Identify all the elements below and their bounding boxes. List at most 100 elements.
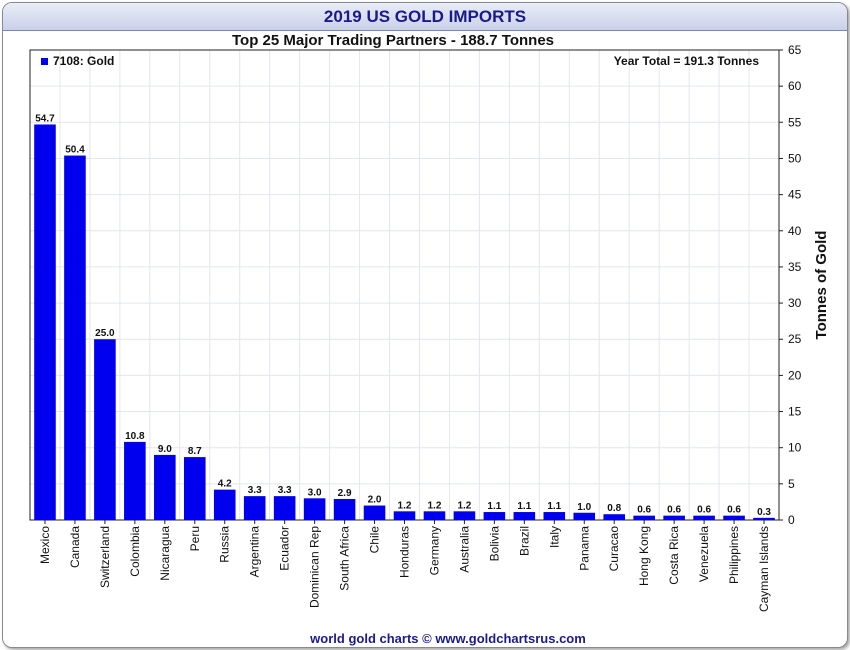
bar — [213, 489, 236, 520]
y-tick-label: 65 — [788, 43, 802, 57]
bar — [243, 496, 266, 520]
x-category-label: Canada — [68, 526, 82, 568]
bar-value-label: 1.2 — [428, 500, 442, 511]
x-category-label: Panama — [577, 526, 591, 571]
bar-value-label: 4.2 — [218, 479, 232, 490]
x-category-label: Hong Kong — [637, 526, 651, 586]
bar-value-label: 50.4 — [65, 145, 85, 156]
chart-footer: world gold charts © www.goldchartsrus.co… — [310, 631, 586, 646]
x-category-label: Philippines — [727, 526, 741, 584]
y-tick-label: 35 — [788, 260, 802, 274]
bar — [273, 496, 296, 520]
plot-area — [30, 50, 779, 520]
bar-value-label: 0.6 — [727, 505, 741, 516]
y-tick-label: 30 — [788, 296, 802, 310]
x-category-label: Costa Rica — [667, 526, 681, 585]
y-tick-label: 55 — [788, 115, 802, 129]
y-tick-label: 25 — [788, 332, 802, 346]
bar — [693, 515, 715, 520]
x-category-label: Italy — [547, 526, 561, 548]
bar-value-label: 1.2 — [457, 500, 471, 511]
bar — [633, 515, 655, 520]
x-category-label: Cayman Islands — [757, 526, 771, 612]
bar-value-label: 1.1 — [517, 501, 531, 512]
chart-title: 2019 US GOLD IMPORTS — [323, 7, 527, 26]
bar — [124, 441, 146, 520]
bar — [663, 515, 685, 520]
bar-value-label: 0.6 — [697, 505, 711, 516]
chart-subtitle: Top 25 Major Trading Partners - 188.7 To… — [231, 32, 555, 49]
x-category-label: Chile — [368, 526, 382, 554]
y-tick-label: 45 — [788, 188, 802, 202]
bar-value-label: 3.3 — [248, 485, 262, 496]
x-category-label: Honduras — [398, 526, 412, 578]
y-tick-label: 50 — [788, 151, 802, 165]
x-category-label: Nicaragua — [158, 526, 172, 581]
x-category-label: Peru — [188, 526, 202, 551]
bar — [94, 339, 116, 520]
title-bar: 2019 US GOLD IMPORTS — [3, 3, 847, 31]
bar — [453, 511, 476, 520]
bar-value-label: 0.6 — [637, 505, 651, 516]
x-category-label: Switzerland — [98, 526, 112, 588]
bar — [64, 155, 86, 521]
bar — [183, 457, 206, 520]
y-tick-label: 0 — [788, 513, 795, 527]
bar — [333, 499, 356, 520]
bar-value-label: 9.0 — [158, 444, 172, 455]
bar-value-label: 25.0 — [95, 328, 115, 339]
bar-chart: 0 5 10 15 20 25 30 35 40 45 50 55 60 65 Tonnes of Gold… — [29, 43, 830, 612]
x-category-label: South Africa — [338, 526, 352, 591]
y-tick-label: 40 — [788, 224, 802, 238]
bar-value-label: 1.1 — [547, 501, 561, 512]
bar-value-label: 10.8 — [125, 431, 145, 442]
bar — [543, 512, 566, 520]
y-tick-label: 15 — [788, 405, 802, 419]
legend-label: 7108: Gold — [53, 54, 114, 68]
y-axis-label: Tonnes of Gold — [813, 231, 830, 340]
bar — [513, 512, 536, 520]
x-category-label: Curacao — [607, 526, 621, 572]
legend-swatch — [41, 58, 48, 65]
bar-value-label: 1.1 — [487, 501, 501, 512]
bar — [423, 511, 446, 520]
x-category-label: Australia — [457, 526, 471, 573]
x-category-label: Dominican Rep — [308, 526, 322, 608]
bar-value-label: 1.0 — [577, 502, 591, 513]
bar-value-label: 54.7 — [35, 113, 55, 124]
y-tick-label: 10 — [788, 441, 802, 455]
bar — [393, 511, 416, 520]
bar — [34, 124, 56, 520]
bar-value-label: 0.8 — [607, 503, 621, 514]
x-category-label: Ecuador — [278, 526, 292, 571]
bar-value-label: 0.3 — [757, 507, 771, 518]
x-category-label: Russia — [218, 526, 232, 563]
x-category-label: Bolivia — [487, 526, 501, 562]
bar — [723, 515, 745, 520]
x-category-label: Brazil — [517, 526, 531, 556]
bar-value-label: 8.7 — [188, 446, 202, 457]
y-tick-label: 20 — [788, 368, 802, 382]
bar — [603, 514, 626, 520]
y-tick-label: 5 — [788, 477, 795, 491]
x-category-label: Venezuela — [697, 526, 711, 582]
x-category-label: Argentina — [248, 526, 262, 578]
bar-value-label: 0.6 — [667, 505, 681, 516]
x-category-label: Germany — [427, 526, 441, 575]
bar-value-label: 2.0 — [368, 495, 382, 506]
bar — [154, 454, 176, 520]
bar — [483, 512, 506, 520]
bar — [753, 517, 775, 520]
bar-value-label: 3.0 — [308, 487, 322, 498]
bar — [303, 498, 326, 520]
bar — [363, 505, 386, 520]
y-tick-label: 60 — [788, 79, 802, 93]
bar — [573, 512, 596, 520]
x-category-label: Colombia — [128, 526, 142, 577]
bar-value-label: 2.9 — [338, 488, 352, 499]
bar-value-label: 1.2 — [398, 500, 412, 511]
x-category-label: Mexico — [38, 526, 52, 564]
year-total-annotation: Year Total = 191.3 Tonnes — [614, 54, 760, 68]
bar-value-label: 3.3 — [278, 485, 292, 496]
